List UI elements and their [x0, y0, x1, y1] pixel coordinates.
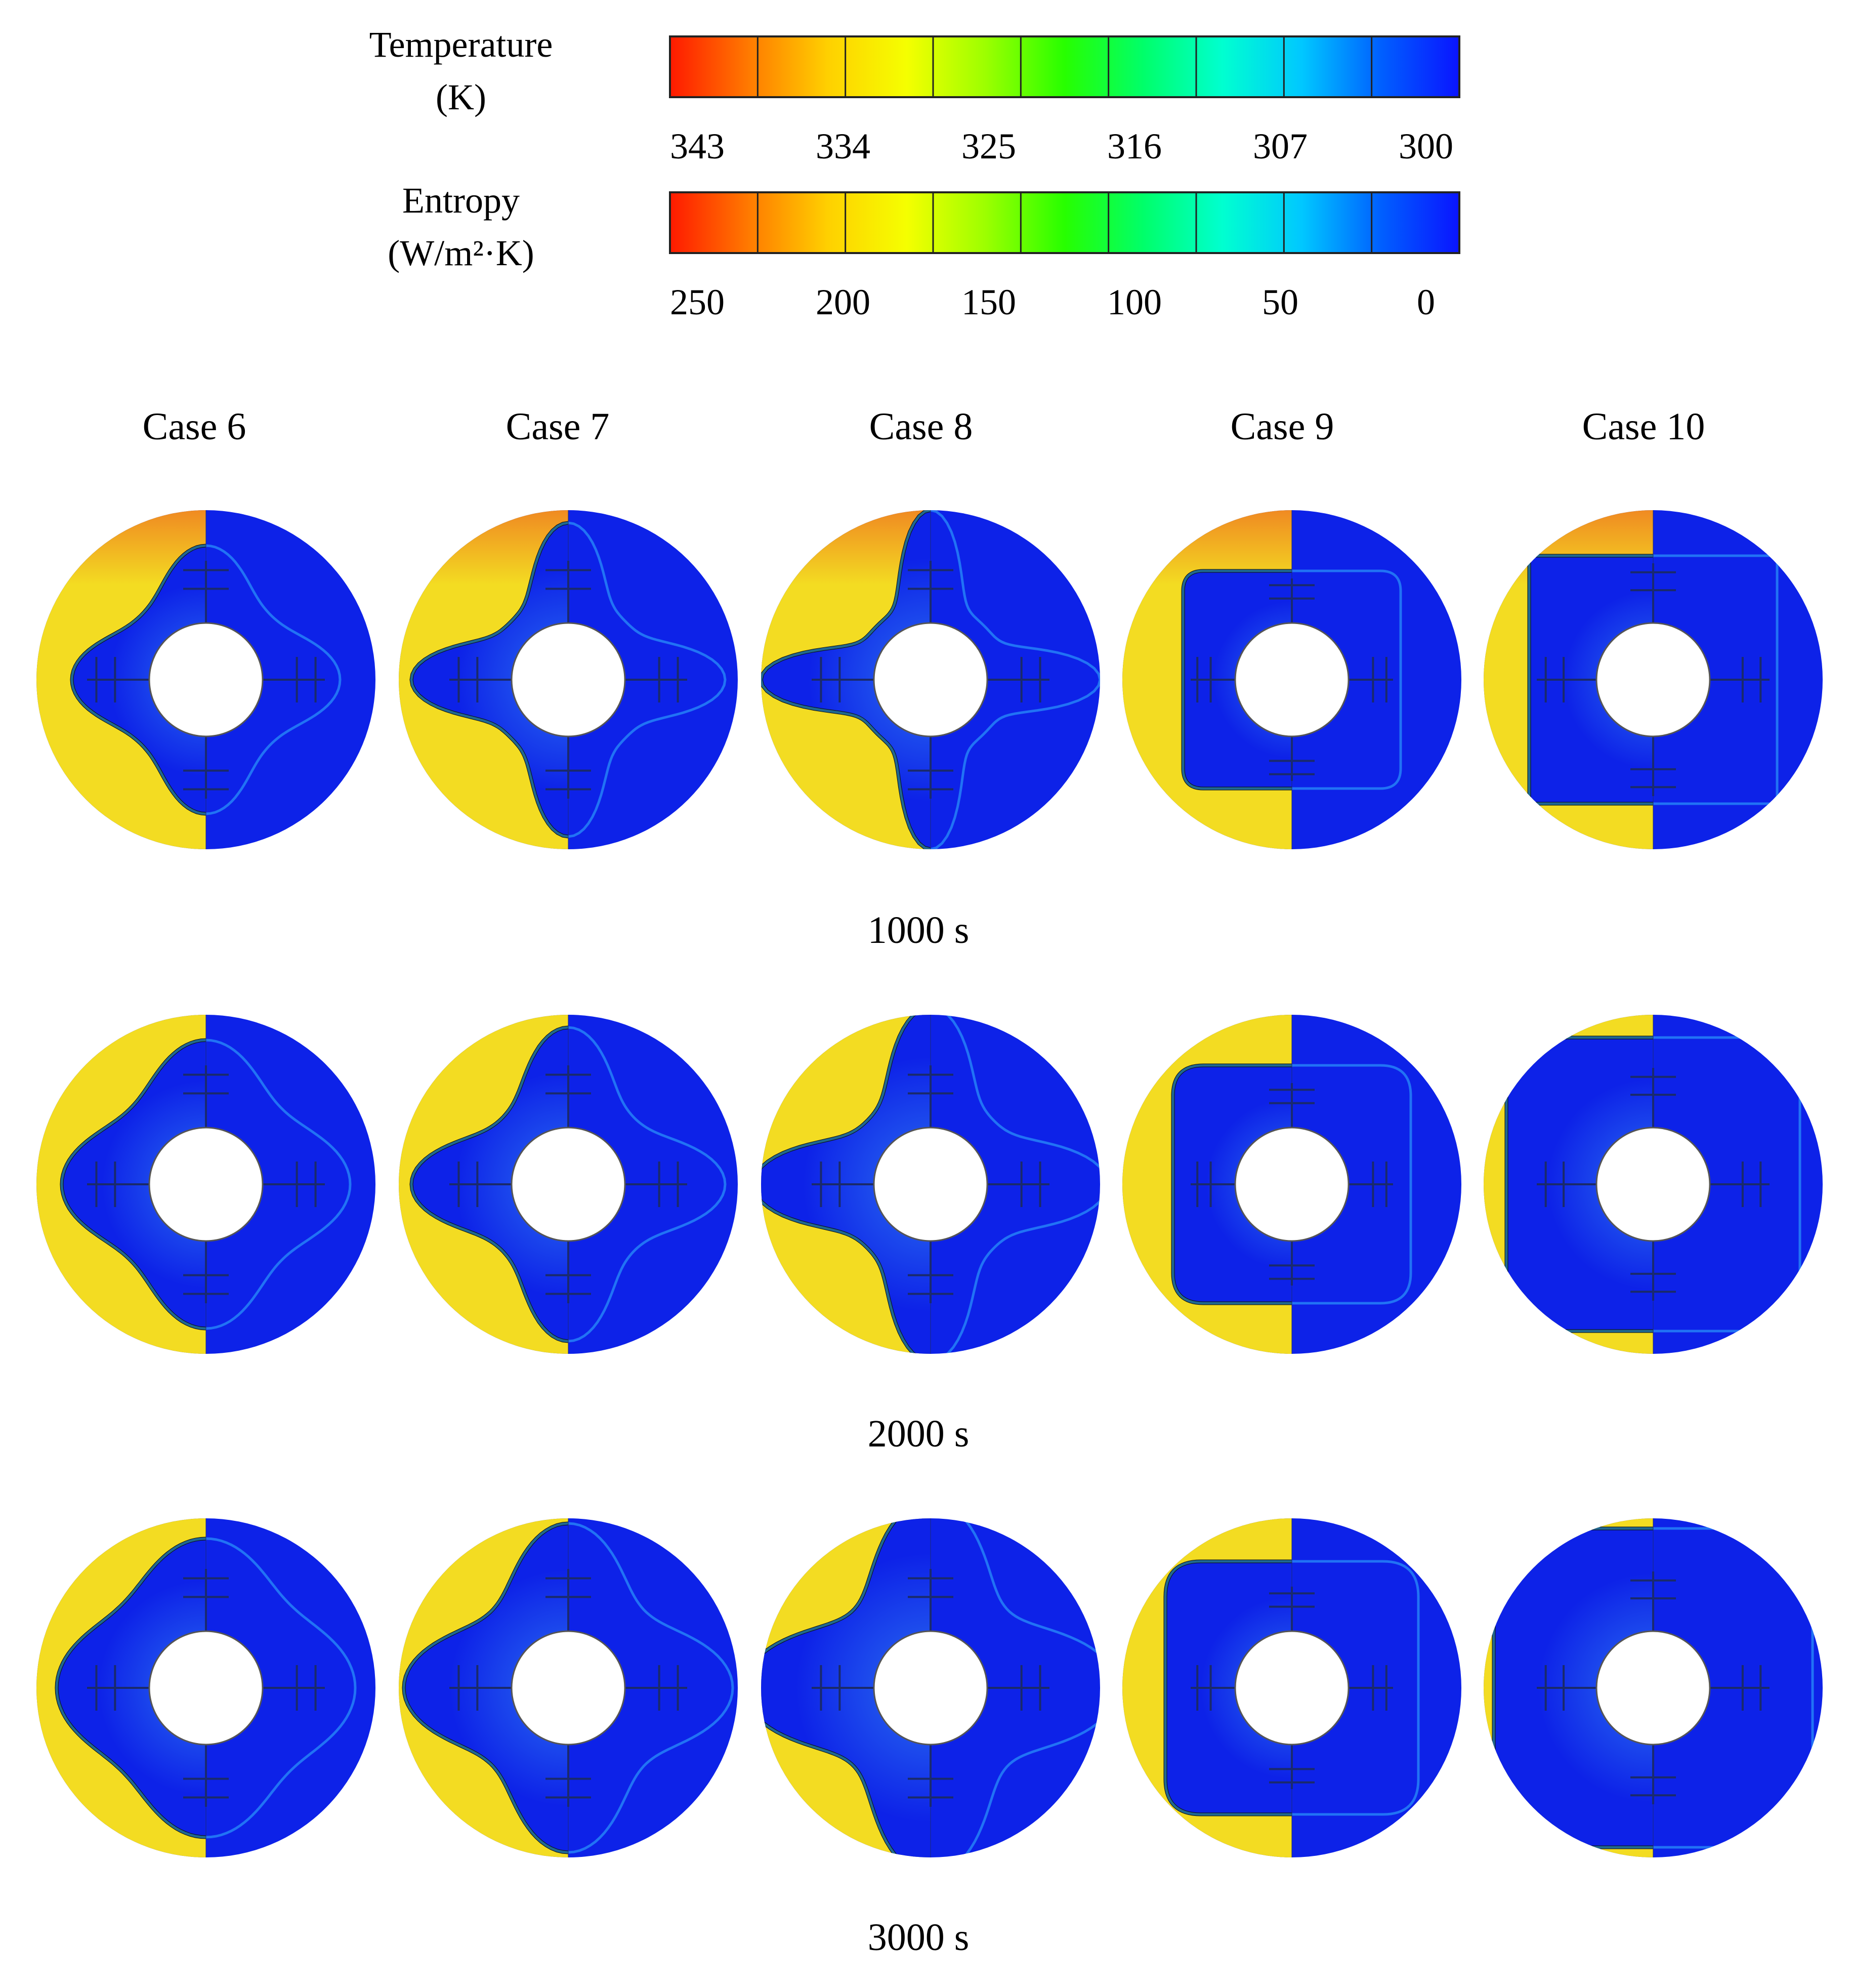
temperature-tick: 343	[670, 126, 725, 167]
entropy-glow	[55, 1537, 357, 1839]
entropy-tick: 0	[1417, 282, 1435, 322]
case-label-8: Case 8	[869, 405, 973, 448]
temperature-colorbar	[669, 35, 1460, 98]
inner-tube	[1234, 1630, 1350, 1746]
time-label-3000s: 3000 s	[867, 1916, 970, 1959]
inner-tube	[1595, 622, 1711, 737]
contour-disc-case6-t1	[36, 510, 375, 849]
contour-disc-case9-t2	[1122, 1015, 1461, 1354]
entropy-colorbar-fill	[669, 191, 1460, 254]
contour-disc-case10-t3	[1484, 1518, 1823, 1857]
inner-tube	[1234, 622, 1350, 737]
entropy-title-line2: (W/m²·K)	[388, 233, 534, 273]
time-label-1000s: 1000 s	[867, 909, 970, 951]
inner-tube	[148, 1630, 264, 1746]
contour-disc-case7-t2	[399, 1015, 738, 1354]
contour-disc-case9-t1	[1122, 510, 1461, 849]
entropy-tick: 50	[1262, 282, 1298, 322]
entropy-glow	[1171, 1064, 1412, 1305]
entropy-glow	[410, 1026, 727, 1343]
inner-tube	[1595, 1630, 1711, 1746]
temperature-colorbar-fill	[669, 35, 1460, 98]
contour-disc-case9-t3	[1122, 1518, 1461, 1857]
entropy-glow	[60, 1039, 352, 1330]
contour-disc-case8-t1	[761, 510, 1100, 849]
entropy-glow	[761, 1015, 1100, 1354]
contour-disc-case8-t2	[761, 1015, 1100, 1354]
case-label-9: Case 9	[1230, 405, 1334, 448]
temperature-title-line2: (K)	[436, 77, 486, 117]
entropy-legend-title: Entropy (W/m²·K)	[309, 174, 613, 279]
entropy-tick: 100	[1107, 282, 1162, 322]
legend-bars	[669, 35, 1460, 254]
temperature-tick: 300	[1399, 126, 1453, 167]
case-label-10: Case 10	[1582, 405, 1705, 448]
time-label-2000s: 2000 s	[867, 1413, 970, 1455]
temperature-tick: 316	[1107, 126, 1162, 167]
entropy-glow	[70, 544, 342, 815]
contour-grid	[36, 510, 1823, 1857]
entropy-tick: 250	[670, 282, 725, 322]
contour-disc-case8-t3	[761, 1518, 1100, 1857]
entropy-glow	[761, 1518, 1100, 1857]
inner-tube	[511, 622, 626, 737]
entropy-colorbar	[669, 191, 1460, 254]
entropy-glow	[410, 521, 727, 838]
contour-disc-case6-t3	[36, 1518, 375, 1857]
entropy-glow	[1164, 1560, 1420, 1816]
contour-disc-case10-t1	[1484, 510, 1823, 849]
inner-tube	[148, 622, 264, 737]
inner-tube	[511, 1630, 626, 1746]
inner-tube	[1234, 1127, 1350, 1242]
entropy-glow	[1182, 569, 1402, 790]
case-label-7: Case 7	[506, 405, 610, 448]
entropy-title-line1: Entropy	[402, 180, 520, 221]
inner-tube	[1595, 1127, 1711, 1242]
temperature-title-line1: Temperature	[369, 24, 553, 65]
inner-tube	[873, 622, 988, 737]
temperature-tick: 334	[816, 126, 870, 167]
temperature-tick: 325	[961, 126, 1016, 167]
contour-disc-case10-t2	[1484, 1015, 1823, 1354]
inner-tube	[148, 1127, 264, 1242]
temperature-legend-title: Temperature (K)	[309, 18, 613, 123]
inner-tube	[873, 1630, 988, 1746]
temperature-tick: 307	[1253, 126, 1308, 167]
inner-tube	[511, 1127, 626, 1242]
case-label-6: Case 6	[142, 405, 246, 448]
contour-disc-case7-t3	[399, 1518, 738, 1857]
entropy-tick: 150	[961, 282, 1016, 322]
entropy-glow	[761, 510, 1100, 849]
contour-disc-case6-t2	[36, 1015, 375, 1354]
entropy-glow	[402, 1522, 734, 1854]
contour-disc-case7-t1	[399, 510, 738, 849]
inner-tube	[873, 1127, 988, 1242]
entropy-tick: 200	[816, 282, 870, 322]
